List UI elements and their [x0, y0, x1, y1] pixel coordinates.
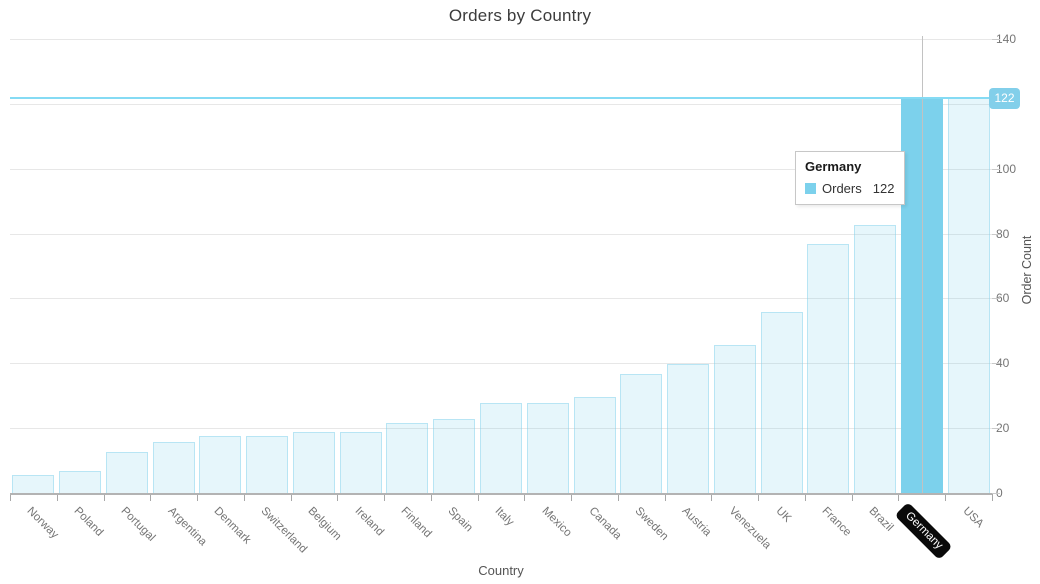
y-axis-label: 140	[996, 32, 1017, 46]
x-axis-tick	[56, 494, 58, 501]
crosshair-horizontal-line	[10, 97, 992, 100]
x-axis-tick	[664, 494, 666, 501]
chart-title: Orders by Country	[448, 6, 592, 25]
x-axis-label: Sweden	[632, 505, 671, 543]
bar-usa[interactable]	[947, 98, 990, 494]
x-axis-label: Argentina	[165, 505, 209, 549]
gridline	[10, 233, 992, 235]
bar-belgium[interactable]	[292, 432, 335, 494]
x-axis-tick	[898, 494, 900, 501]
y-axis-label: 80	[996, 226, 1010, 241]
bar-france[interactable]	[807, 244, 850, 494]
x-axis-label: USA	[960, 505, 986, 531]
bar-spain[interactable]	[433, 419, 476, 494]
y-axis-tick	[992, 363, 1000, 365]
x-axis-tick	[477, 494, 479, 501]
crosshair-value-badge: 122	[989, 88, 1020, 109]
x-axis-tick	[103, 494, 105, 501]
x-axis-label: Finland	[398, 505, 435, 541]
bar-brazil[interactable]	[854, 224, 897, 494]
x-axis-tick	[804, 494, 806, 501]
bar-poland[interactable]	[59, 471, 102, 494]
x-axis-title: Country	[478, 563, 524, 578]
bar-argentina[interactable]	[152, 442, 195, 494]
x-axis-tick	[617, 494, 619, 501]
y-axis-title: Order Count	[1020, 235, 1034, 305]
bar-norway[interactable]	[12, 474, 55, 494]
x-axis-tick	[243, 494, 245, 501]
y-axis-tick	[992, 168, 1000, 170]
x-axis-tick	[10, 494, 11, 501]
x-axis-tick	[945, 494, 947, 501]
tooltip-header: Germany	[805, 159, 862, 174]
x-axis-label: Belgium	[305, 505, 344, 543]
x-axis-label: Norway	[24, 505, 61, 542]
x-axis-tick	[711, 494, 713, 501]
gridline	[10, 39, 992, 40]
x-axis-label: Mexico	[539, 505, 574, 540]
bar-mexico[interactable]	[526, 403, 569, 494]
bar-venezuela[interactable]	[713, 344, 756, 494]
x-axis-label: Canada	[586, 505, 624, 542]
gridline	[10, 363, 992, 365]
x-axis-label: Switzerland	[258, 505, 310, 556]
series-swatch-icon	[805, 183, 816, 194]
y-axis-tick	[992, 298, 1000, 300]
x-axis-label: France	[819, 505, 854, 539]
bar-sweden[interactable]	[620, 374, 663, 494]
x-axis-label: Ireland	[352, 505, 386, 539]
tooltip-row: Orders 122	[805, 181, 894, 196]
crosshair-vertical-line	[921, 36, 923, 494]
x-axis-line	[10, 493, 992, 495]
bar-switzerland[interactable]	[246, 435, 289, 494]
tooltip: Germany Orders 122	[795, 151, 906, 205]
plot-area	[10, 36, 1000, 495]
gridline	[10, 103, 992, 105]
x-axis-label: Spain	[445, 505, 476, 535]
x-axis-tick	[150, 494, 152, 501]
gridline	[10, 298, 992, 300]
x-axis-label: Portugal	[118, 505, 158, 544]
bar-austria[interactable]	[667, 364, 710, 494]
bar-uk[interactable]	[760, 312, 803, 494]
x-axis-label: Poland	[71, 505, 106, 539]
tooltip-series-label: Orders	[822, 181, 862, 196]
bar-italy[interactable]	[480, 403, 522, 494]
x-axis-tick	[290, 494, 292, 501]
x-axis-label: Venezuela	[726, 505, 773, 552]
bar-finland[interactable]	[386, 422, 429, 494]
x-axis-label: Denmark	[211, 505, 254, 547]
gridline	[10, 428, 992, 430]
x-axis-label: Austria	[679, 505, 714, 539]
x-axis-tick	[430, 494, 432, 501]
x-axis-label: Italy	[492, 505, 516, 529]
x-axis-tick	[992, 494, 993, 501]
y-axis-tick	[992, 428, 1000, 430]
x-axis-label: Brazil	[866, 505, 896, 534]
y-axis-label: 20	[996, 421, 1010, 436]
x-axis-tick	[337, 494, 339, 501]
gridline	[10, 168, 992, 170]
y-axis-label: 40	[996, 356, 1010, 371]
y-axis-tick	[992, 39, 1000, 40]
x-axis-tick	[384, 494, 386, 501]
x-axis-tick	[524, 494, 526, 501]
bar-portugal[interactable]	[105, 451, 148, 494]
x-axis-label: UK	[773, 505, 793, 525]
bar-ireland[interactable]	[339, 432, 382, 494]
bar-canada[interactable]	[573, 396, 616, 494]
x-axis-tick	[197, 494, 199, 501]
y-axis-tick	[992, 493, 1000, 494]
crosshair-category-badge: Germany	[894, 502, 953, 561]
y-axis-label: 60	[996, 291, 1010, 306]
x-axis-tick	[851, 494, 853, 501]
bar-denmark[interactable]	[199, 435, 242, 494]
tooltip-value: 122	[872, 181, 895, 196]
x-axis-tick	[758, 494, 760, 501]
y-axis-tick	[992, 233, 1000, 235]
x-axis-tick	[571, 494, 573, 501]
y-axis-label: 100	[996, 161, 1017, 176]
